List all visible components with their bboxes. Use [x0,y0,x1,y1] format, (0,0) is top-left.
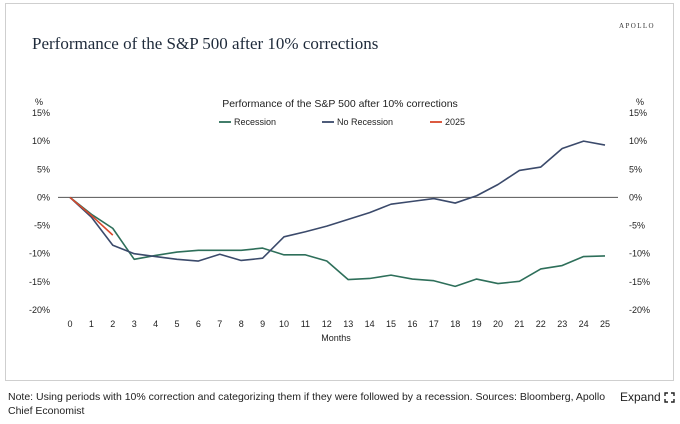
x-tick: 0 [67,319,72,329]
brand-logo: APOLLO [618,22,655,30]
line-chart: Performance of the S&P 500 after 10% cor… [29,97,650,343]
legend-label-no-recession: No Recession [337,117,393,127]
y-tick-left: 15% [32,108,50,118]
legend: Recession No Recession 2025 [219,117,465,127]
series-group [69,140,606,288]
x-tick: 8 [239,319,244,329]
x-tick: 5 [174,319,179,329]
x-tick: 9 [260,319,265,329]
x-tick: 19 [472,319,482,329]
y-tick-right: 5% [629,164,642,174]
x-tick: 20 [493,319,503,329]
y-axis-right: 15% 10% 5% 0% -5% -10% -15% -20% [629,108,650,315]
y-tick-right: -10% [629,249,650,259]
y-tick-right: -5% [629,221,645,231]
y-tick-left: 5% [37,164,50,174]
y-unit-right: % [636,97,644,107]
y-tick-left: -10% [29,249,50,259]
x-tick: 24 [579,319,589,329]
figure-title: Performance of the S&P 500 after 10% cor… [32,34,379,53]
legend-label-y2025: 2025 [445,117,465,127]
expand-button[interactable]: Expand [620,390,675,404]
x-tick: 1 [89,319,94,329]
x-tick: 13 [343,319,353,329]
series-line-recession [69,196,606,288]
x-tick: 6 [196,319,201,329]
x-tick: 10 [279,319,289,329]
x-tick: 17 [429,319,439,329]
expand-label: Expand [620,390,661,404]
x-tick: 4 [153,319,158,329]
x-tick: 22 [536,319,546,329]
y-tick-left: 0% [37,192,50,202]
y-tick-right: -20% [629,305,650,315]
x-axis-label: Months [321,333,351,343]
y-axis-left: 15% 10% 5% 0% -5% -10% -15% -20% [29,108,50,315]
x-tick: 2 [110,319,115,329]
y-unit-left: % [35,97,43,107]
x-tick: 12 [322,319,332,329]
x-tick: 25 [600,319,610,329]
y-tick-right: 15% [629,108,647,118]
x-tick: 3 [132,319,137,329]
y-tick-left: 10% [32,136,50,146]
chart-card: APOLLO Performance of the S&P 500 after … [5,3,674,381]
y-tick-left: -20% [29,305,50,315]
x-tick: 11 [301,319,310,329]
x-axis: 0 1 2 3 4 5 6 7 8 9 10 11 12 13 14 15 16 17 18 19 20 21 22 23 24… [67,319,610,329]
chart-title: Performance of the S&P 500 after 10% cor… [222,98,458,110]
y-tick-right: 0% [629,192,642,202]
y-tick-left: -5% [34,221,50,231]
x-tick: 14 [365,319,375,329]
x-tick: 21 [514,319,524,329]
expand-icon [664,392,675,403]
x-tick: 18 [450,319,460,329]
series-line-y2025 [69,196,114,236]
footnote: Note: Using periods with 10% correction … [8,391,606,417]
x-tick: 16 [407,319,417,329]
series-line-no-recession [69,140,606,262]
legend-label-recession: Recession [234,117,276,127]
y-tick-right: 10% [629,136,647,146]
x-tick: 15 [386,319,396,329]
x-tick: 7 [217,319,222,329]
y-tick-left: -15% [29,277,50,287]
x-tick: 23 [557,319,567,329]
y-tick-right: -15% [629,277,650,287]
